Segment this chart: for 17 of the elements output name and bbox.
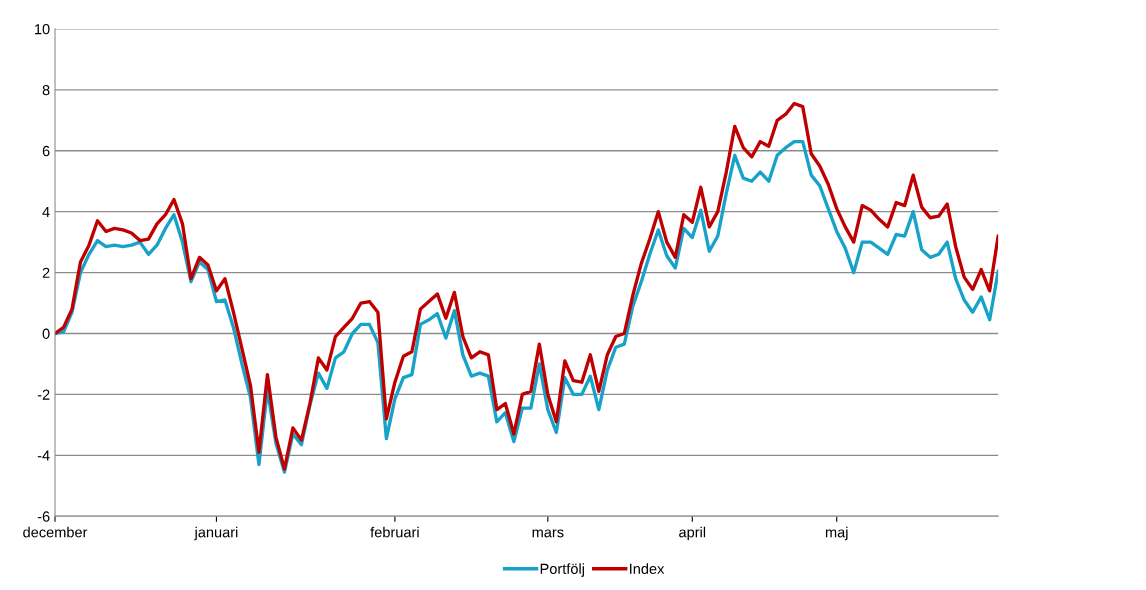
legend-label: Portfölj: [540, 563, 584, 577]
y-tick-label: 0: [42, 328, 50, 339]
y-tick-label: 8: [42, 84, 50, 96]
y-tick-label: -2: [37, 389, 50, 400]
x-tick-label: februari: [370, 526, 419, 538]
y-tick-label: 2: [42, 267, 50, 278]
x-tick-label: december: [23, 526, 88, 538]
x-tick-label: april: [679, 526, 706, 541]
y-tick-label: -6: [37, 511, 50, 522]
legend-label: Index: [630, 563, 665, 574]
y-tick-label: 10: [35, 24, 50, 35]
x-tick-label: mars: [532, 529, 564, 538]
y-tick-label: 6: [42, 145, 50, 157]
y-tick-label: 4: [42, 206, 50, 217]
x-tick-label: maj: [825, 526, 848, 541]
y-tick-label: -4: [37, 450, 50, 461]
x-tick-label: januari: [194, 526, 238, 541]
